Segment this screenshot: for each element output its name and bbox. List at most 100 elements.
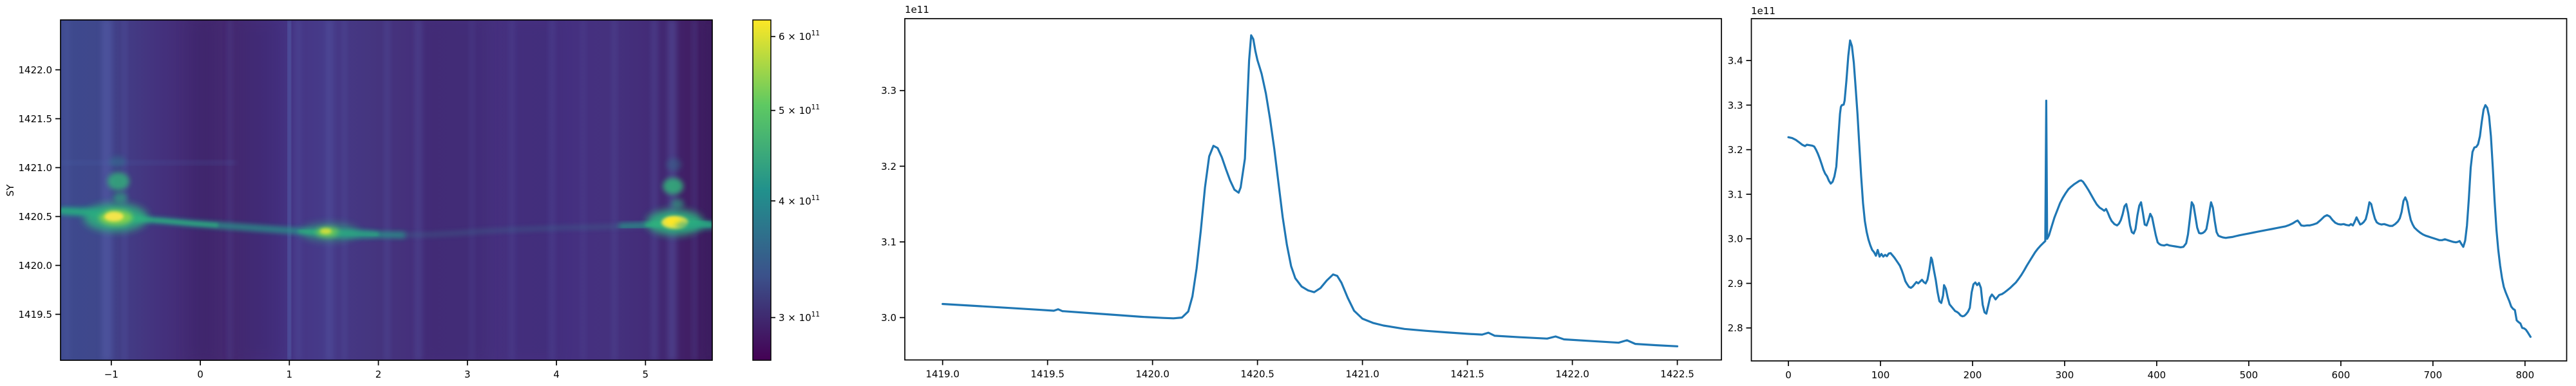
heatmap-blob xyxy=(61,207,106,216)
heatmap-light-stripe xyxy=(122,20,127,360)
y-tick-label: 2.8 xyxy=(1728,322,1743,334)
colorbar-tick-label: 5 × 1011 xyxy=(779,104,820,116)
heatmap-blob xyxy=(113,192,128,204)
middle-line-chart: 1e11 1419.0 1419.5 1420.0 1420.5 1421.0 1421.… xyxy=(881,4,1722,380)
y-tick-label: 1419.5 xyxy=(19,309,53,320)
x-tick-label: 1420.0 xyxy=(1135,369,1170,380)
x-tick-label: 200 xyxy=(1964,369,1982,381)
x-tick-label: 1422.0 xyxy=(1555,369,1589,380)
heatmap-image xyxy=(61,20,712,360)
heatmap-dark-stripe xyxy=(189,20,215,360)
heatmap-light-stripe xyxy=(227,20,232,360)
heatmap-light-stripe xyxy=(469,20,475,360)
y-tick-label: 3.4 xyxy=(1728,55,1743,67)
middle-axes: 1419.0 1419.5 1420.0 1420.5 1421.0 1421.5 1422… xyxy=(881,18,1722,380)
x-tick-label: 400 xyxy=(2148,369,2166,381)
y-tick-label: 3.0 xyxy=(881,312,896,324)
heatmap-blob xyxy=(671,198,685,209)
y-tick-label: 3.2 xyxy=(1728,144,1743,156)
heatmap-blob xyxy=(319,228,332,234)
x-tick-label: 500 xyxy=(2240,369,2259,381)
x-tick-label: 0 xyxy=(1785,369,1792,381)
heatmap-blob xyxy=(665,217,681,226)
y-tick-label: 1420.0 xyxy=(19,260,53,271)
x-tick-label: 2 xyxy=(375,369,382,380)
y-tick-label: 2.9 xyxy=(1728,278,1743,290)
y-tick-label: 1421.0 xyxy=(19,162,53,174)
heatmap-blob xyxy=(104,212,124,222)
x-tick-label: 800 xyxy=(2515,369,2534,381)
heatmap-light-stripe xyxy=(549,20,555,360)
heatmap-faint-row xyxy=(61,161,236,165)
right-axes: 0 100 200 300 400 500 600 700 800 2.8 2.9 3.0 3.1 3.2… xyxy=(1728,18,2568,381)
x-tick-label: 600 xyxy=(2332,369,2351,381)
y-tick-label: 1422.0 xyxy=(19,64,53,76)
heatmap-light-stripe xyxy=(343,20,347,360)
heatmap-light-stripe xyxy=(101,20,112,360)
heatmap-blob xyxy=(675,221,712,230)
middle-offset-text: 1e11 xyxy=(905,4,929,15)
y-tick-label: 1421.5 xyxy=(19,113,53,125)
colorbar-bar xyxy=(752,19,772,361)
axes-frame xyxy=(60,19,713,361)
x-tick-label: 100 xyxy=(1871,369,1890,381)
x-tick-label: 1419.5 xyxy=(1030,369,1065,380)
heatmap-axes: −1 0 1 2 3 4 5 1419.5 1420.0 1420.5 1421.0 1421.5 14… xyxy=(19,19,713,380)
heatmap-light-stripe xyxy=(414,20,422,360)
x-tick-label: 3 xyxy=(464,369,471,380)
heatmap-light-stripe xyxy=(611,20,617,360)
heatmap-light-stripe xyxy=(384,20,390,360)
middle-series xyxy=(942,34,1679,347)
x-tick-label: 0 xyxy=(197,369,204,380)
x-tick-label: 5 xyxy=(643,369,649,380)
heatmap-panel: SY −1 0 1 2 3 4 5 1419.5 1420.0 1420.5 1421.0 1421.… xyxy=(5,19,713,380)
colorbar-tick-label: 4 × 1011 xyxy=(779,194,820,207)
x-tick-label: 1421.0 xyxy=(1345,369,1379,380)
series-line xyxy=(942,34,1679,347)
heatmap-light-stripe xyxy=(63,20,70,360)
colorbar-exponent: 11 xyxy=(811,311,820,318)
y-tick-label: 1420.5 xyxy=(19,211,53,223)
heatmap-light-stripe xyxy=(325,20,334,360)
heatmap-dark-stripe xyxy=(706,20,712,360)
heatmap-dark-stripe xyxy=(235,20,281,360)
heatmap-light-stripe xyxy=(651,20,658,360)
axes-frame xyxy=(904,18,1722,361)
right-line-chart: 1e11 0 100 200 300 400 500 600 700 800 2.8 2.9 3.0 3… xyxy=(1728,5,2568,381)
heatmap-light-stripe xyxy=(692,20,697,360)
y-tick-label: 3.1 xyxy=(1728,188,1743,200)
right-series xyxy=(1787,39,2532,338)
colorbar: 6 × 1011 5 × 1011 4 × 1011 3 × 1011 xyxy=(752,19,820,361)
colorbar-tick-label: 6 × 1011 xyxy=(779,30,820,42)
x-tick-label: 700 xyxy=(2424,369,2443,381)
colorbar-exponent: 11 xyxy=(811,104,820,111)
y-tick-label: 3.2 xyxy=(881,161,896,172)
colorbar-exponent: 11 xyxy=(811,194,820,202)
y-tick-label: 3.0 xyxy=(1728,234,1743,245)
y-tick-label: 3.3 xyxy=(1728,100,1743,111)
axes-frame xyxy=(1750,18,2568,362)
heatmap-ylabel: SY xyxy=(5,184,16,197)
x-tick-label: 1 xyxy=(287,369,293,380)
heatmap-blob xyxy=(663,178,684,195)
heatmap-blob xyxy=(107,172,129,190)
heatmap-light-stripe xyxy=(295,20,302,360)
heatmap-blob xyxy=(333,229,379,239)
x-tick-label: 1421.5 xyxy=(1450,369,1484,380)
right-offset-text: 1e11 xyxy=(1751,5,1776,17)
colorbar-exponent: 11 xyxy=(811,30,820,37)
y-tick-label: 3.1 xyxy=(881,237,896,248)
x-tick-label: 4 xyxy=(553,369,560,380)
x-tick-label: 1420.5 xyxy=(1240,369,1274,380)
colorbar-tick-label: 3 × 1011 xyxy=(779,311,820,324)
heatmap-light-stripe xyxy=(288,20,290,360)
heatmap-blob xyxy=(666,158,682,171)
x-tick-label: 1419.0 xyxy=(925,369,960,380)
x-tick-label: 1422.5 xyxy=(1660,369,1694,380)
x-tick-label: 300 xyxy=(2056,369,2074,381)
x-tick-label: −1 xyxy=(104,369,118,380)
heatmap-blob xyxy=(109,156,126,168)
heatmap-dark-stripe xyxy=(422,20,487,360)
